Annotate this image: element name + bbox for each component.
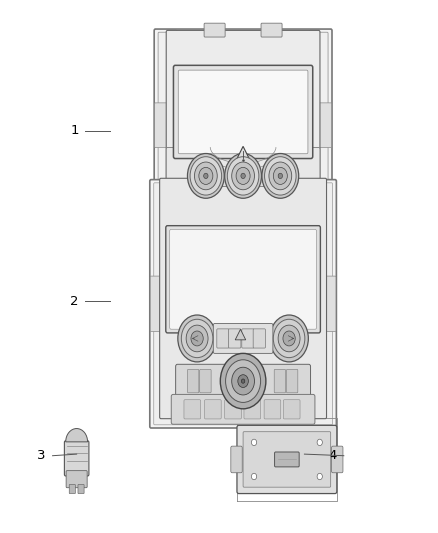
FancyBboxPatch shape: [187, 369, 199, 393]
Circle shape: [273, 319, 305, 358]
FancyBboxPatch shape: [155, 103, 167, 148]
Circle shape: [273, 167, 287, 184]
FancyBboxPatch shape: [200, 369, 211, 393]
Circle shape: [225, 154, 261, 198]
FancyBboxPatch shape: [231, 446, 242, 473]
FancyBboxPatch shape: [173, 66, 313, 158]
Circle shape: [278, 173, 283, 179]
FancyBboxPatch shape: [166, 148, 320, 219]
Circle shape: [283, 331, 295, 346]
Text: 3: 3: [37, 449, 46, 462]
Circle shape: [190, 157, 222, 195]
Circle shape: [191, 331, 203, 346]
FancyBboxPatch shape: [332, 446, 343, 473]
Circle shape: [227, 157, 259, 195]
FancyBboxPatch shape: [254, 175, 276, 187]
FancyBboxPatch shape: [264, 400, 281, 419]
Circle shape: [241, 173, 245, 179]
FancyBboxPatch shape: [213, 324, 273, 353]
Circle shape: [186, 325, 208, 352]
FancyBboxPatch shape: [243, 432, 331, 487]
FancyBboxPatch shape: [171, 394, 315, 424]
FancyBboxPatch shape: [204, 23, 225, 37]
FancyBboxPatch shape: [323, 276, 336, 332]
FancyBboxPatch shape: [181, 180, 305, 194]
Circle shape: [232, 162, 254, 190]
Circle shape: [181, 319, 213, 358]
FancyBboxPatch shape: [275, 452, 299, 467]
Circle shape: [187, 154, 224, 198]
FancyBboxPatch shape: [244, 400, 261, 419]
Circle shape: [278, 325, 300, 352]
Text: 2: 2: [70, 295, 79, 308]
FancyBboxPatch shape: [166, 30, 320, 209]
FancyBboxPatch shape: [78, 484, 84, 494]
FancyBboxPatch shape: [150, 180, 336, 428]
Text: 4: 4: [328, 449, 337, 462]
FancyBboxPatch shape: [176, 365, 311, 398]
Circle shape: [317, 439, 322, 446]
Circle shape: [269, 162, 292, 190]
Circle shape: [199, 167, 213, 184]
FancyBboxPatch shape: [154, 183, 332, 425]
FancyBboxPatch shape: [237, 425, 337, 494]
FancyBboxPatch shape: [69, 484, 75, 494]
FancyBboxPatch shape: [166, 225, 320, 333]
Circle shape: [251, 439, 257, 446]
Circle shape: [232, 367, 254, 395]
FancyBboxPatch shape: [217, 329, 229, 348]
Text: 1: 1: [70, 124, 79, 137]
FancyBboxPatch shape: [242, 329, 254, 348]
FancyBboxPatch shape: [286, 369, 298, 393]
FancyBboxPatch shape: [211, 175, 232, 187]
Wedge shape: [66, 429, 88, 442]
FancyBboxPatch shape: [154, 29, 332, 222]
FancyBboxPatch shape: [66, 471, 87, 488]
Circle shape: [270, 315, 308, 362]
Circle shape: [220, 353, 266, 409]
FancyBboxPatch shape: [150, 276, 163, 332]
FancyBboxPatch shape: [178, 70, 308, 154]
Circle shape: [194, 162, 217, 190]
FancyBboxPatch shape: [184, 400, 201, 419]
Circle shape: [204, 173, 208, 179]
FancyBboxPatch shape: [225, 400, 241, 419]
Circle shape: [241, 379, 245, 383]
FancyBboxPatch shape: [283, 400, 300, 419]
Circle shape: [226, 360, 261, 402]
Polygon shape: [237, 147, 249, 159]
FancyBboxPatch shape: [229, 329, 241, 348]
FancyBboxPatch shape: [158, 32, 328, 219]
FancyBboxPatch shape: [253, 329, 265, 348]
Circle shape: [238, 375, 248, 387]
FancyBboxPatch shape: [64, 441, 89, 476]
FancyBboxPatch shape: [170, 229, 316, 329]
FancyBboxPatch shape: [177, 29, 310, 45]
FancyBboxPatch shape: [205, 400, 221, 419]
Circle shape: [262, 154, 299, 198]
Polygon shape: [235, 329, 246, 340]
Circle shape: [236, 167, 250, 184]
Circle shape: [317, 473, 322, 480]
Circle shape: [265, 157, 296, 195]
FancyBboxPatch shape: [261, 23, 282, 37]
FancyBboxPatch shape: [274, 369, 286, 393]
Circle shape: [251, 473, 257, 480]
FancyBboxPatch shape: [159, 178, 326, 419]
Circle shape: [178, 315, 216, 362]
FancyBboxPatch shape: [319, 103, 332, 148]
